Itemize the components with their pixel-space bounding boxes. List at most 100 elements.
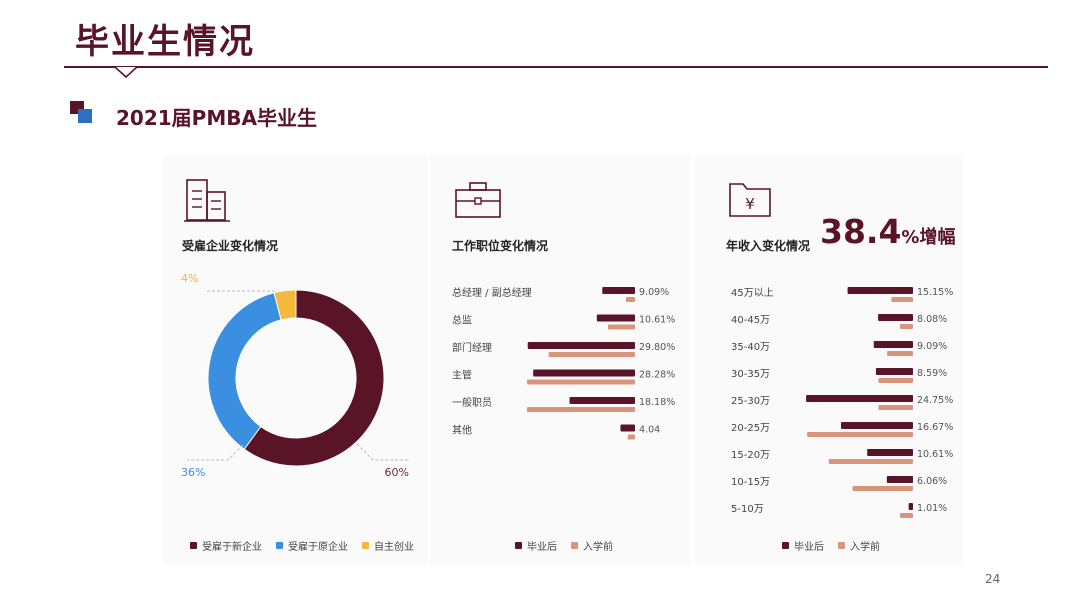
bar-before (608, 324, 635, 330)
bar-before (878, 378, 913, 383)
data-label-self-employed: 4% (181, 272, 198, 285)
bar-after (569, 397, 635, 404)
employer-change-panel (163, 155, 428, 565)
bar-before (626, 297, 635, 302)
data-label: 18.18% (639, 397, 675, 408)
bar-before (527, 379, 635, 385)
data-label-original-company: 36% (181, 466, 205, 479)
data-label: 6.06% (917, 476, 947, 487)
leader-line (356, 443, 409, 461)
income-chart-title: 年收入变化情况 (726, 239, 811, 253)
category-label: 其他 (452, 424, 472, 437)
bar-before (891, 297, 913, 302)
category-label: 30-35万 (731, 369, 770, 380)
page-number: 24 (985, 572, 1001, 586)
position-chart-title: 工作职位变化情况 (452, 239, 549, 253)
bar-before (887, 351, 913, 356)
employer-chart-title: 受雇企业变化情况 (182, 239, 279, 253)
legend-label: 自主创业 (374, 542, 414, 553)
legend-label: 毕业后 (794, 542, 824, 553)
position-legend: 毕业后 入学前 (515, 538, 613, 553)
data-label: 9.09% (639, 287, 669, 298)
legend-item-after: 毕业后 (782, 538, 824, 553)
legend-label: 入学前 (583, 542, 613, 553)
category-label: 40-45万 (731, 315, 770, 326)
category-label: 部门经理 (452, 341, 492, 354)
category-label: 5-10万 (731, 504, 764, 515)
data-label: 9.09% (917, 341, 947, 352)
leader-line (207, 290, 290, 299)
legend-label: 入学前 (850, 542, 880, 553)
category-label: 15-20万 (731, 450, 770, 461)
income-change-panel (695, 155, 963, 565)
data-label: 28.28% (639, 370, 675, 381)
income-growth-value: 38.4 (820, 212, 902, 251)
data-label: 15.15% (917, 287, 953, 298)
section-subtitle: 2021届PMBA毕业生 (116, 106, 317, 130)
bar-after (527, 342, 635, 349)
bar-before (627, 434, 635, 440)
legend-item-self-employed: 自主创业 (362, 538, 414, 553)
bar-after (533, 369, 635, 377)
donut-slice-original-company (207, 292, 282, 450)
yuan-folder-icon: ¥ (729, 183, 771, 217)
legend-item-before: 入学前 (838, 538, 880, 553)
income-legend: 毕业后 入学前 (782, 538, 880, 553)
data-label: 10.61% (917, 449, 953, 460)
bar-after (908, 503, 913, 510)
category-label: 45万以上 (731, 287, 774, 299)
bar-after (806, 395, 913, 402)
bar-before (527, 407, 635, 412)
category-label: 10-15万 (731, 477, 770, 488)
data-label: 29.80% (639, 342, 675, 353)
legend-label: 受雇于原企业 (288, 542, 348, 553)
title-notch-icon (114, 67, 138, 79)
income-growth-figure: 38.4%增幅 (820, 212, 955, 251)
data-label-new-company: 60% (385, 466, 409, 479)
data-label: 4.04 (639, 425, 660, 436)
income-growth-suffix: 增幅 (919, 227, 956, 248)
category-label: 一般职员 (452, 396, 492, 409)
bar-before (807, 432, 913, 437)
legend-item-before: 入学前 (571, 538, 613, 553)
bar-after (878, 314, 913, 321)
data-label: 16.67% (917, 422, 953, 433)
category-label: 35-40万 (731, 342, 770, 353)
employer-donut-chart: 4% 36% 60% (181, 272, 409, 479)
bar-after (602, 287, 635, 294)
category-label: 20-25万 (731, 423, 770, 434)
bar-after (867, 449, 913, 456)
bar-before (548, 352, 635, 357)
bar-after (840, 422, 913, 429)
title-divider (64, 66, 1048, 68)
bar-before (900, 324, 913, 329)
data-label: 24.75% (917, 395, 953, 406)
bar-before (900, 513, 913, 518)
legend-label: 毕业后 (527, 542, 557, 553)
svg-text:¥: ¥ (745, 195, 755, 213)
page-title: 毕业生情况 (75, 22, 255, 62)
bar-after (620, 424, 635, 432)
building-icon (184, 179, 230, 222)
bar-before (852, 486, 913, 491)
data-label: 1.01% (917, 503, 947, 514)
donut-slice-self-employed (273, 289, 297, 321)
bar-after (847, 287, 913, 294)
category-label: 总监 (452, 314, 472, 327)
donut-slice-new-company (243, 289, 385, 467)
position-bar-chart: 总经理 / 副总经理 9.09% 总监 10.61% 部门经理 29.80% 主管 28.28… (452, 286, 675, 440)
briefcase-icon (455, 182, 501, 218)
category-label: 主管 (452, 369, 472, 382)
income-bar-chart: 45万以上 15.15% 40-45万 8.08% 35-40万 9.09% 30-35万 8… (731, 287, 953, 518)
legend-item-new-company: 受雇于新企业 (190, 538, 262, 553)
bar-before (878, 405, 913, 410)
bar-after (875, 368, 913, 375)
bar-before (828, 459, 913, 464)
section-marker-icon (70, 101, 96, 125)
category-label: 总经理 / 副总经理 (452, 286, 532, 299)
employer-legend: 受雇于新企业 受雇于原企业 自主创业 (190, 538, 414, 553)
category-label: 25-30万 (731, 396, 770, 407)
data-label: 10.61% (639, 315, 675, 326)
position-change-panel (430, 155, 690, 565)
legend-item-after: 毕业后 (515, 538, 557, 553)
